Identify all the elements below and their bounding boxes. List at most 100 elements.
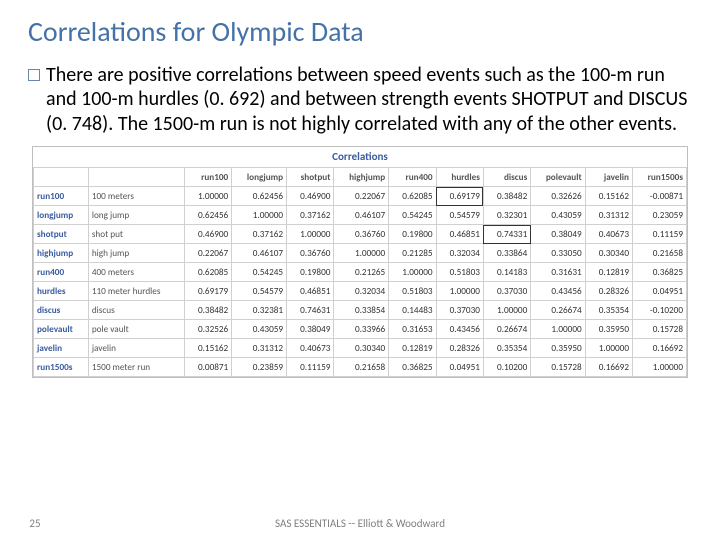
cell: 0.54579 xyxy=(232,282,287,301)
bullet-icon xyxy=(28,69,40,81)
row-head: discus xyxy=(34,301,89,320)
row-label: 1500 meter run xyxy=(88,358,184,377)
col-header: shotput xyxy=(287,168,334,187)
cell: 0.37030 xyxy=(483,282,530,301)
cell: 0.43456 xyxy=(531,282,585,301)
row-head: highjump xyxy=(34,244,89,263)
cell: 0.15162 xyxy=(585,187,632,206)
cell: 0.51803 xyxy=(389,282,436,301)
cell: 0.32626 xyxy=(531,187,585,206)
cell: -0.00871 xyxy=(633,187,687,206)
table-row: run1500s1500 meter run0.008710.238590.11… xyxy=(34,358,687,377)
cell: 0.46900 xyxy=(184,225,231,244)
cell: 0.40673 xyxy=(585,225,632,244)
cell: 0.14483 xyxy=(389,301,436,320)
correlations-table-wrap: Correlations run100longjumpshotputhighju… xyxy=(32,146,688,378)
table-caption: Correlations xyxy=(33,147,687,167)
row-label: discus xyxy=(88,301,184,320)
row-label: 110 meter hurdles xyxy=(88,282,184,301)
cell: 1.00000 xyxy=(389,263,436,282)
col-header: run100 xyxy=(184,168,231,187)
footer: 25 SAS ESSENTIALS -- Elliott & Woodward xyxy=(0,517,720,530)
row-label: long jump xyxy=(88,206,184,225)
cell: 0.37030 xyxy=(436,301,483,320)
row-label: shot put xyxy=(88,225,184,244)
row-head: longjump xyxy=(34,206,89,225)
col-header: run1500s xyxy=(633,168,687,187)
cell: 0.43059 xyxy=(232,320,287,339)
cell: 0.30340 xyxy=(334,339,389,358)
cell: 0.11159 xyxy=(633,225,687,244)
cell: 0.28326 xyxy=(585,282,632,301)
table-row: polevaultpole vault0.325260.430590.38049… xyxy=(34,320,687,339)
cell: 0.32034 xyxy=(334,282,389,301)
cell: 0.46851 xyxy=(287,282,334,301)
cell: 0.43059 xyxy=(531,206,585,225)
cell: 0.04951 xyxy=(633,282,687,301)
correlations-table: run100longjumpshotputhighjumprun400hurdl… xyxy=(33,167,687,377)
cell: 0.62456 xyxy=(184,206,231,225)
cell: 1.00000 xyxy=(585,339,632,358)
cell: 0.22067 xyxy=(334,187,389,206)
row-head: shotput xyxy=(34,225,89,244)
col-header xyxy=(88,168,184,187)
table-row: run400400 meters0.620850.542450.198000.2… xyxy=(34,263,687,282)
cell: 0.38049 xyxy=(531,225,585,244)
cell: 0.69179 xyxy=(436,187,483,206)
cell: 0.37162 xyxy=(232,225,287,244)
cell: 0.51803 xyxy=(436,263,483,282)
table-row: javelinjavelin0.151620.313120.406730.303… xyxy=(34,339,687,358)
cell: 1.00000 xyxy=(287,225,334,244)
cell: 0.12819 xyxy=(585,263,632,282)
cell: 1.00000 xyxy=(232,206,287,225)
cell: 0.32381 xyxy=(232,301,287,320)
cell: 1.00000 xyxy=(483,301,530,320)
cell: 0.35950 xyxy=(531,339,585,358)
cell: 0.26674 xyxy=(531,301,585,320)
col-header: hurdles xyxy=(436,168,483,187)
cell: 0.35950 xyxy=(585,320,632,339)
row-head: run100 xyxy=(34,187,89,206)
table-row: highjumphigh jump0.220670.461070.367601.… xyxy=(34,244,687,263)
cell: 0.54245 xyxy=(232,263,287,282)
cell: 0.54579 xyxy=(436,206,483,225)
col-header xyxy=(34,168,89,187)
cell: 0.31312 xyxy=(585,206,632,225)
body-text: There are positive correlations between … xyxy=(46,63,692,136)
cell: 0.31653 xyxy=(389,320,436,339)
cell: 0.37162 xyxy=(287,206,334,225)
table-row: shotputshot put0.469000.371621.000000.36… xyxy=(34,225,687,244)
cell: 1.00000 xyxy=(184,187,231,206)
table-row: longjumplong jump0.624561.000000.37162 0.… xyxy=(34,206,687,225)
cell: 0.28326 xyxy=(436,339,483,358)
table-row: hurdles110 meter hurdles0.691790.545790.… xyxy=(34,282,687,301)
cell: 0.21285 xyxy=(389,244,436,263)
table-row: discusdiscus0.384820.323810.746310.33854… xyxy=(34,301,687,320)
cell: 0.33854 xyxy=(334,301,389,320)
cell: 0.23859 xyxy=(232,358,287,377)
col-header: highjump xyxy=(334,168,389,187)
cell: 1.00000 xyxy=(633,358,687,377)
cell: 0.54245 xyxy=(389,206,436,225)
cell: 0.74631 xyxy=(287,301,334,320)
table-row: run100100 meters1.000000.624560.469000.2… xyxy=(34,187,687,206)
cell: 0.33050 xyxy=(531,244,585,263)
page-number: 25 xyxy=(0,517,70,530)
row-head: run1500s xyxy=(34,358,89,377)
cell: 0.15162 xyxy=(184,339,231,358)
cell: 0.15728 xyxy=(633,320,687,339)
cell: 1.00000 xyxy=(531,320,585,339)
cell: 0.36825 xyxy=(389,358,436,377)
cell: 0.32526 xyxy=(184,320,231,339)
cell: 1.00000 xyxy=(334,244,389,263)
col-header: polevault xyxy=(531,168,585,187)
cell: 0.32301 xyxy=(483,206,530,225)
cell: 0.40673 xyxy=(287,339,334,358)
row-label: 100 meters xyxy=(88,187,184,206)
cell: 0.46107 xyxy=(232,244,287,263)
cell: 0.10200 xyxy=(483,358,530,377)
row-label: pole vault xyxy=(88,320,184,339)
row-head: javelin xyxy=(34,339,89,358)
cell: 0.21658 xyxy=(334,358,389,377)
cell: 0.15728 xyxy=(531,358,585,377)
